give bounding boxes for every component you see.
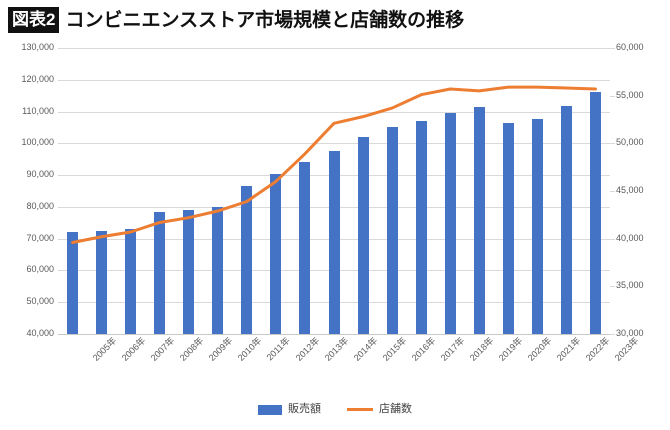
- x-axis-tick-2011年: 2011年: [264, 335, 292, 363]
- x-axis-labels: 2005年 2006年 2007年 2008年 2009年 2010年 2011年 2012年…: [58, 335, 641, 396]
- bar-2021年[interactable]: [531, 118, 543, 334]
- y-axis-right-tick: 45,000: [616, 185, 644, 195]
- y-axis-left-tick: 130,000: [21, 42, 54, 52]
- y-axis-right-tick: 35,000: [616, 280, 644, 291]
- y-axis-right-tick: 50,000: [616, 137, 644, 148]
- y-axis-left-tick: 120,000: [21, 73, 54, 84]
- gridline: [58, 48, 610, 49]
- bar-2007年[interactable]: [125, 229, 137, 334]
- figure-number-badge: 図表2: [8, 7, 60, 33]
- plot-area: [58, 48, 610, 335]
- bar-series-販売額: [58, 48, 610, 334]
- bar-2020年[interactable]: [502, 122, 514, 334]
- y-axis-right-tickmark: [610, 238, 615, 240]
- y-axis-left-tick: 80,000: [26, 200, 54, 211]
- y-axis-left-tick: 40,000: [26, 328, 54, 338]
- x-axis-tick-2010年: 2010年: [235, 335, 264, 363]
- y-axis-right-tickmark: [610, 48, 615, 49]
- chart-title-bar: 図表2 コンビニエンスストア市場規模と店舗数の推移: [8, 7, 464, 33]
- x-axis-tick-2015年: 2015年: [380, 335, 409, 363]
- gridline: [58, 334, 610, 335]
- x-axis-tick-2020年: 2020年: [526, 335, 554, 363]
- y-axis-left-tick: 110,000: [22, 105, 54, 116]
- y-axis-right-tick: 30,000: [616, 328, 644, 338]
- bar-2008年[interactable]: [154, 211, 166, 334]
- bar-2016年[interactable]: [386, 127, 398, 334]
- x-axis-tick-2023年: 2023年: [613, 335, 641, 363]
- bar-2022年[interactable]: [560, 106, 572, 334]
- x-axis-tick-2014年: 2014年: [351, 335, 380, 363]
- x-axis-tick-2006年: 2006年: [119, 335, 147, 363]
- legend-label-stores: 店舗数: [379, 403, 412, 415]
- x-axis-tick-2016年: 2016年: [409, 335, 438, 363]
- legend-item-sales[interactable]: 販売額: [258, 404, 321, 415]
- y-axis-right-tick: 60,000: [616, 42, 644, 52]
- x-axis-tick-2008年: 2008年: [177, 335, 206, 363]
- bar-2018年[interactable]: [444, 113, 456, 334]
- legend-line-swatch-icon: [347, 408, 373, 411]
- chart-legend: 販売額 店舗数: [0, 404, 670, 415]
- x-axis-tick-2009年: 2009年: [206, 335, 235, 363]
- y-axis-left-tick: 100,000: [21, 137, 54, 148]
- legend-bar-swatch-icon: [258, 404, 282, 415]
- y-axis-right-tick: 40,000: [616, 232, 644, 243]
- y-axis-left-tick: 60,000: [26, 264, 54, 275]
- page-title: コンビニエンスストア市場規模と店舗数の推移: [65, 9, 465, 31]
- bar-2014年[interactable]: [328, 151, 340, 334]
- bar-2005年[interactable]: [67, 232, 79, 334]
- y-axis-right-tickmark: [610, 191, 615, 192]
- x-axis-tick-2012年: 2012年: [293, 335, 322, 363]
- y-axis-right-tickmark: [610, 95, 615, 97]
- y-axis-right-tickmark: [610, 143, 615, 145]
- bar-2012年[interactable]: [270, 173, 282, 334]
- bar-2006年[interactable]: [96, 231, 108, 334]
- x-axis-tick-2022年: 2022年: [584, 335, 612, 363]
- bar-2010年[interactable]: [212, 206, 224, 334]
- bar-2013年[interactable]: [299, 162, 311, 334]
- bar-2011年[interactable]: [241, 186, 253, 334]
- legend-item-stores[interactable]: 店舗数: [347, 404, 412, 415]
- legend-label-sales: 販売額: [288, 403, 321, 415]
- bar-2019年[interactable]: [473, 106, 485, 334]
- bar-2015年[interactable]: [357, 136, 369, 334]
- x-axis-tick-2021年: 2021年: [555, 335, 583, 363]
- y-axis-right-tickmark: [610, 334, 615, 335]
- x-axis-tick-2005年: 2005年: [90, 335, 118, 363]
- y-axis-left-tick: 70,000: [26, 232, 54, 243]
- y-axis-right-tickmark: [610, 286, 615, 288]
- gridline: [58, 79, 610, 81]
- y-axis-left-tick: 90,000: [26, 169, 54, 180]
- bar-2009年[interactable]: [183, 210, 195, 334]
- x-axis-tick-2017年: 2017年: [438, 335, 467, 363]
- y-axis-left-tick: 50,000: [26, 296, 54, 307]
- x-axis-tick-2019年: 2019年: [497, 335, 525, 363]
- y-axis-right-tick: 55,000: [616, 89, 644, 100]
- bar-2023年[interactable]: [589, 91, 601, 334]
- x-axis-tick-2013年: 2013年: [322, 335, 351, 363]
- bar-2017年[interactable]: [415, 121, 427, 334]
- x-axis-tick-2007年: 2007年: [148, 335, 177, 363]
- x-axis-tick-2018年: 2018年: [467, 335, 496, 363]
